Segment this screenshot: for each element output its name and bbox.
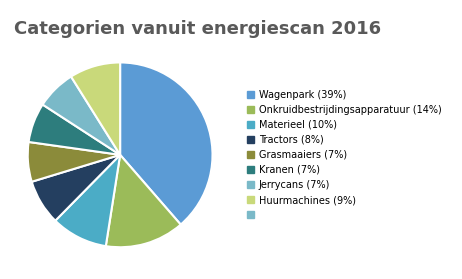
Wedge shape [32, 155, 120, 221]
Wedge shape [29, 105, 120, 155]
Wedge shape [28, 142, 120, 182]
Wedge shape [106, 155, 181, 247]
Text: Categorien vanuit energiescan 2016: Categorien vanuit energiescan 2016 [14, 20, 381, 38]
Wedge shape [43, 76, 120, 155]
Legend: Wagenpark (39%), Onkruidbestrijdingsapparatuur (14%), Materieel (10%), Tractors : Wagenpark (39%), Onkruidbestrijdingsappa… [245, 88, 444, 222]
Wedge shape [71, 62, 120, 155]
Wedge shape [55, 155, 120, 246]
Wedge shape [120, 62, 213, 225]
